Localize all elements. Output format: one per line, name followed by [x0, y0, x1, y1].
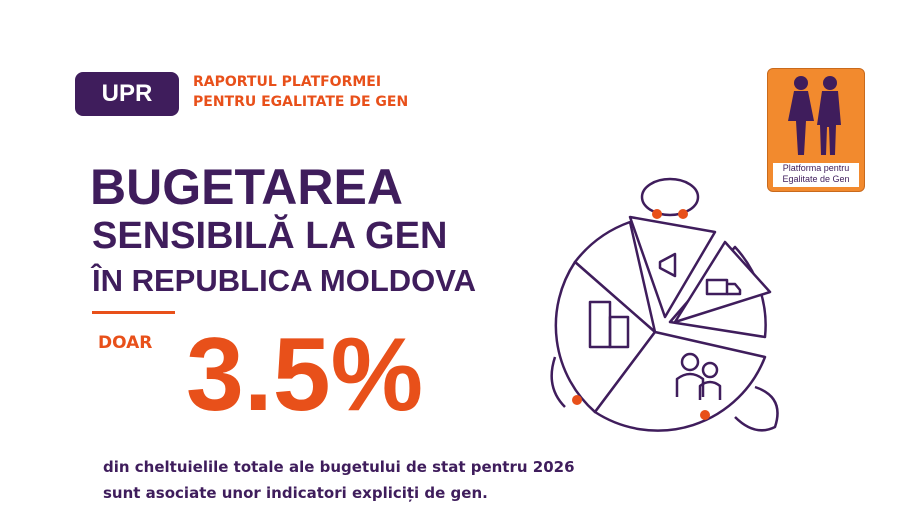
- divider: [92, 311, 175, 314]
- logo-caption: Platforma pentru Egalitate de Gen: [773, 163, 859, 187]
- description-line: din cheltuielile totale ale bugetului de…: [103, 458, 575, 476]
- logo-text: Egalitate de Gen: [782, 174, 850, 184]
- badge-text: UPR: [101, 80, 153, 107]
- description-line: sunt asociate unor indicatori expliciți …: [103, 484, 488, 502]
- illustration: [550, 177, 779, 432]
- badge: UPR: [75, 72, 179, 116]
- highlight-label: DOAR: [98, 333, 153, 353]
- highlight-figure: 3.5%: [186, 317, 424, 433]
- title-line: SENSIBILĂ LA GEN: [92, 215, 448, 257]
- logo-figures: [788, 76, 841, 155]
- logo-text: Platforma pentru: [782, 163, 850, 173]
- header-line: RAPORTUL PLATFORMEI: [193, 74, 382, 90]
- logo: Platforma pentru Egalitate de Gen: [767, 68, 865, 192]
- title-line: BUGETAREA: [90, 159, 403, 215]
- title-line: ÎN REPUBLICA MOLDOVA: [92, 263, 477, 298]
- header-line: PENTRU EGALITATE DE GEN: [193, 94, 409, 110]
